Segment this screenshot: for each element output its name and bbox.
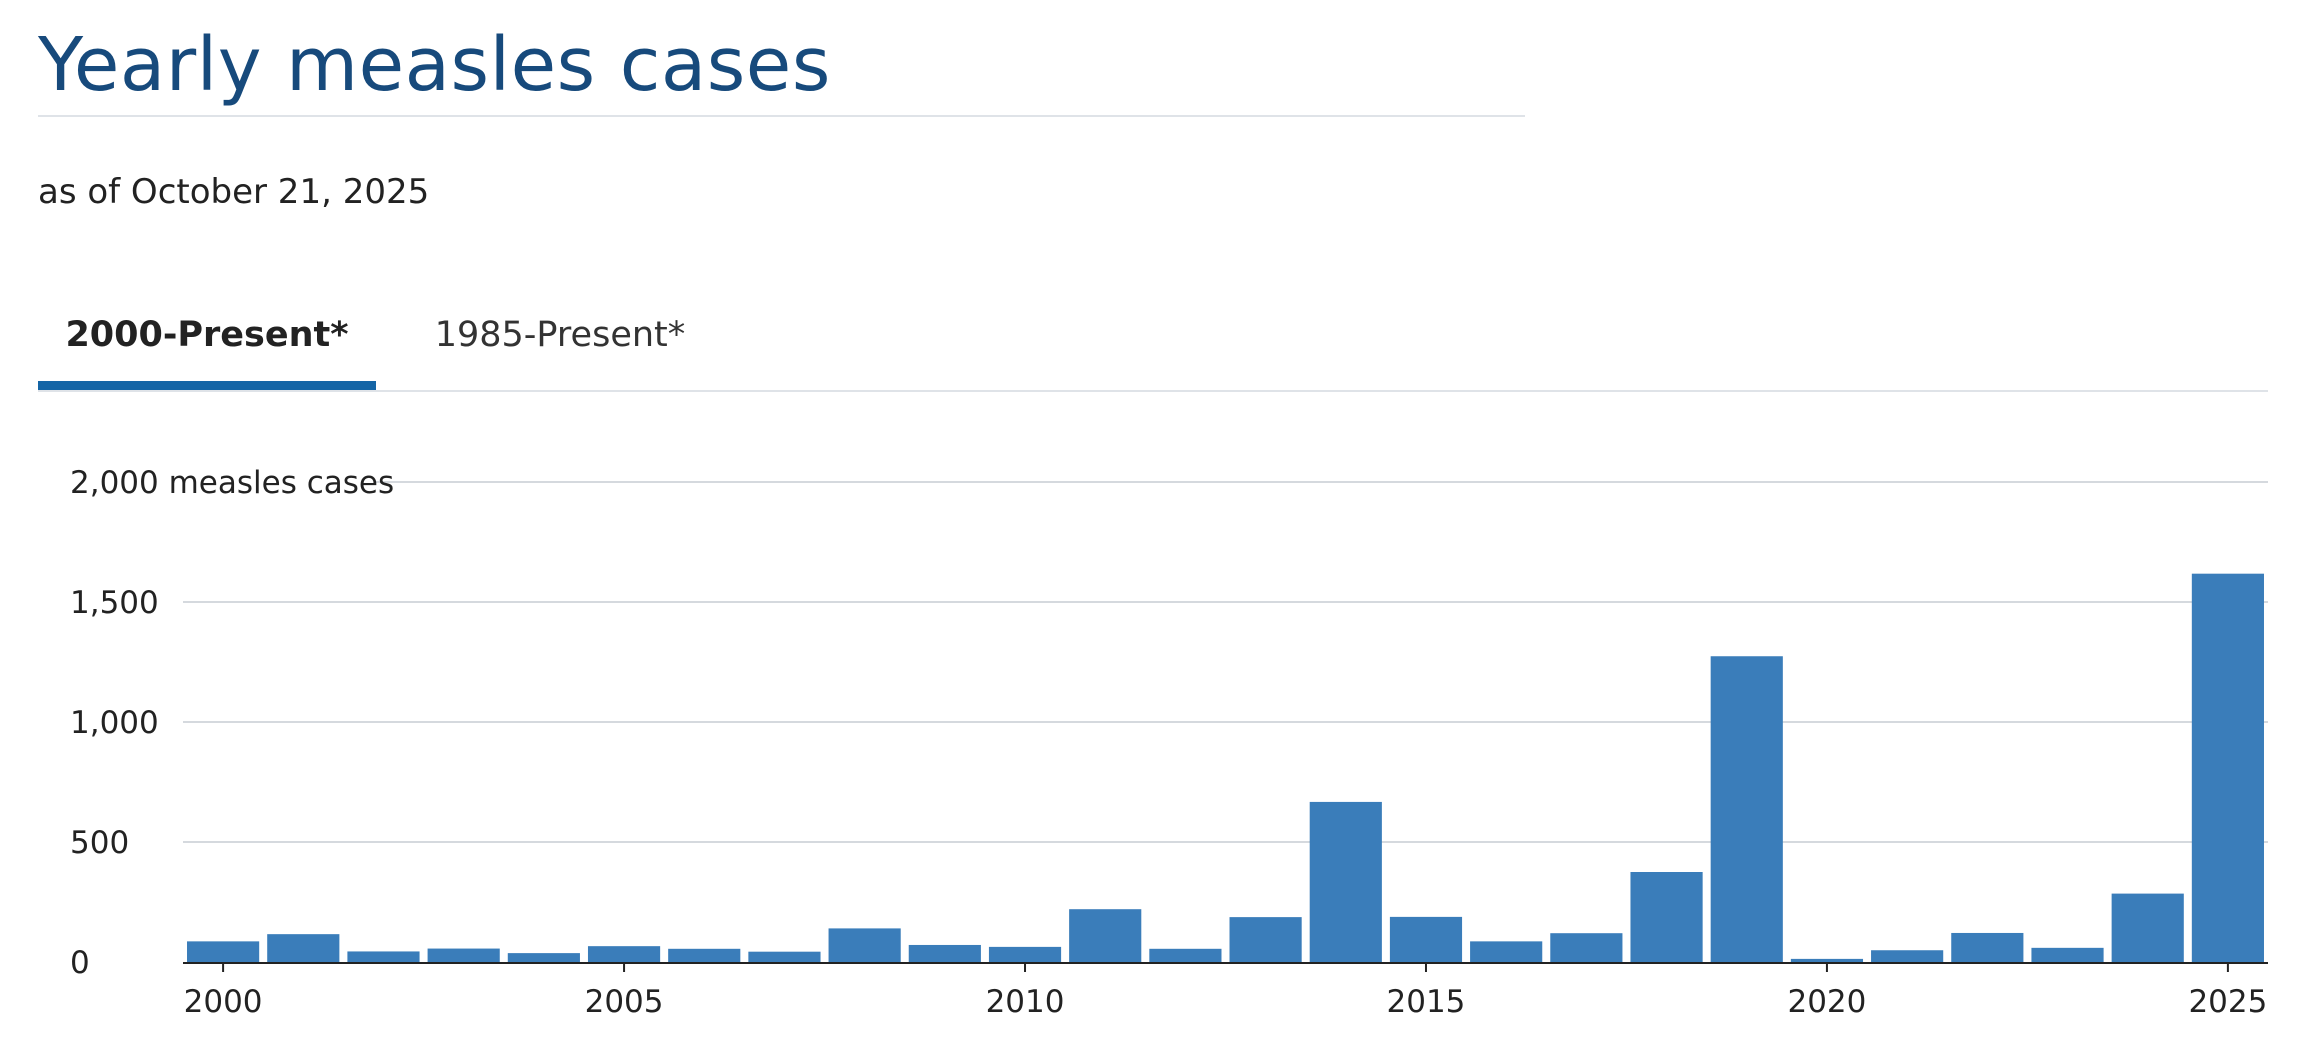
- bar-2013[interactable]: [1229, 917, 1302, 962]
- bar-2003[interactable]: [427, 948, 500, 962]
- axis-layer: 0 500 1,000 1,500 2,000 measles cases 2000 200…: [70, 465, 2268, 1020]
- bar-2005[interactable]: [587, 946, 661, 962]
- x-tick-label: 2010: [986, 984, 1065, 1020]
- bar-2015[interactable]: [1389, 916, 1463, 962]
- bar-2023[interactable]: [2031, 947, 2104, 962]
- bar-2014[interactable]: [1309, 801, 1382, 962]
- x-tick-label: 2000: [184, 984, 263, 1020]
- bar-2002[interactable]: [347, 951, 420, 962]
- y-tick-label: 0: [70, 945, 90, 981]
- bar-2007[interactable]: [748, 951, 821, 962]
- as-of-date: as of October 21, 2025: [38, 172, 430, 212]
- y-tick-label: 1,000: [70, 705, 159, 741]
- y-tick-label: 2,000 measles cases: [70, 465, 394, 501]
- bar-2010[interactable]: [988, 946, 1062, 962]
- bar-2008[interactable]: [828, 928, 901, 962]
- bar-2006[interactable]: [668, 948, 741, 962]
- bar-2019[interactable]: [1710, 656, 1783, 962]
- tab-1985-present[interactable]: 1985-Present*: [434, 315, 686, 355]
- range-tabs: 2000-Present* 1985-Present*: [38, 300, 2268, 392]
- bar-2022[interactable]: [1951, 932, 2024, 962]
- x-tick-label: 2025: [2188, 984, 2267, 1020]
- page-title: Yearly measles cases: [38, 22, 831, 108]
- bar-2017[interactable]: [1550, 933, 1623, 962]
- bar-2018[interactable]: [1630, 872, 1703, 962]
- bar-layer: [187, 573, 2264, 962]
- bar-2025[interactable]: [2191, 573, 2264, 962]
- bar-2004[interactable]: [507, 953, 580, 962]
- y-tick-label: 1,500: [70, 585, 159, 621]
- y-tick-label: 500: [70, 825, 129, 861]
- bar-2001[interactable]: [267, 934, 340, 962]
- bar-2016[interactable]: [1470, 941, 1543, 962]
- bar-2021[interactable]: [1871, 950, 1944, 962]
- tab-2000-present[interactable]: 2000-Present*: [38, 310, 376, 390]
- title-divider: [38, 115, 1525, 117]
- grid-layer: [183, 481, 2268, 843]
- bar-2011[interactable]: [1069, 909, 1142, 962]
- x-tick-label: 2005: [585, 984, 664, 1020]
- bar-2020[interactable]: [1790, 958, 1864, 962]
- bar-2024[interactable]: [2111, 893, 2184, 962]
- bar-2012[interactable]: [1149, 948, 1222, 962]
- bar-2000[interactable]: [187, 941, 260, 962]
- bar-2009[interactable]: [908, 944, 981, 962]
- x-tick-label: 2015: [1387, 984, 1466, 1020]
- x-tick-label: 2020: [1787, 984, 1866, 1020]
